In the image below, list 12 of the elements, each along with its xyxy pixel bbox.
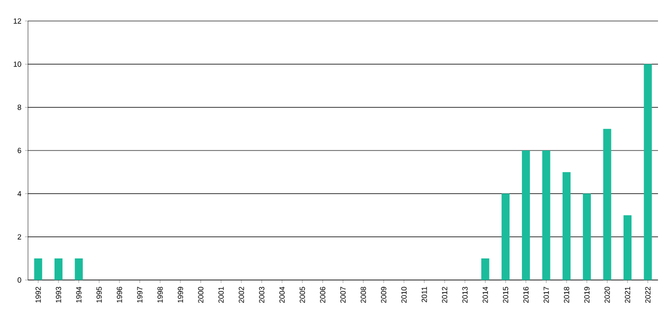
bar [644,64,652,280]
bar [603,128,612,280]
bar [34,258,42,280]
bar [542,150,550,280]
bar [624,215,632,280]
bar [54,258,62,280]
bar [502,194,510,280]
bar [481,258,490,280]
bar [582,194,591,280]
bar [522,150,530,280]
bar [74,258,83,280]
bar [562,172,571,280]
